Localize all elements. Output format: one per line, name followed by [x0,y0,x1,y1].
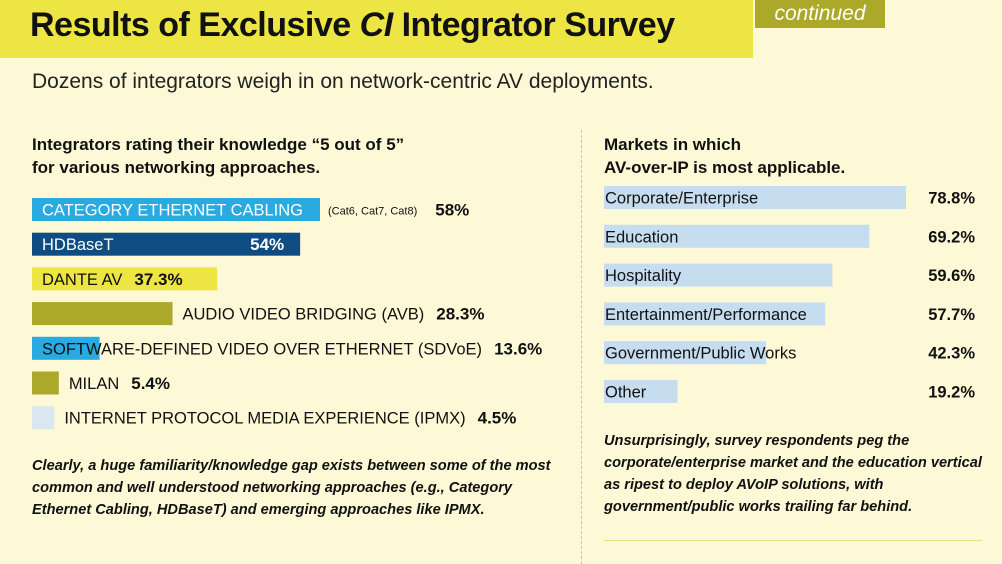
bar-value-label: 4.5% [478,409,517,428]
bar-2 [32,232,301,256]
market-bar-6 [604,380,678,403]
bar-value-label: 28.3% [436,305,484,324]
bar-6 [32,371,59,395]
market-category-label: Hospitality [605,267,682,285]
market-bar-2 [604,224,870,248]
market-bar-1 [604,186,906,209]
market-value-label: 42.3% [928,345,975,363]
market-bar-5 [604,341,767,365]
bar-value-label: 5.4% [131,374,170,393]
left-panel-title: Integrators rating their knowledge “5 ou… [32,135,405,177]
column-divider [581,130,582,564]
market-value-label: 57.7% [928,306,975,324]
bar-category-label: MILAN [69,375,119,393]
bar-note: (Cat6, Cat7, Cat8) [328,206,417,218]
bar-value-label: 54% [250,235,284,254]
right-panel-note: Unsurprisingly, survey respondents peg t… [604,433,982,515]
market-bar-4 [604,302,826,326]
bottom-rule [604,540,982,541]
bar-category-label: DANTE AV [42,271,122,289]
bar-value-label: 58% [435,201,469,220]
bar-category-label: SOFTWARE-DEFINED VIDEO OVER ETHERNET (SD… [42,340,482,358]
market-value-label: 69.2% [928,228,975,246]
bar-category-label: HDBaseT [42,236,114,254]
bar-5 [32,336,100,360]
left-panel-note: Clearly, a huge familiarity/knowledge ga… [32,458,551,518]
page-subtitle: Dozens of integrators weigh in on networ… [32,70,654,93]
page-title: Results of Exclusive CI Integrator Surve… [30,6,675,44]
market-value-label: 78.8% [928,190,975,208]
bar-category-label: CATEGORY ETHERNET CABLING [42,202,303,220]
right-panel-title: Markets in which AV-over-IP is most appl… [604,135,846,177]
markets-bar-chart: Corporate/Enterprise 78.8% Education 69.2% H… [604,186,975,403]
header-banner [0,0,753,58]
market-category-label: Corporate/Enterprise [605,190,758,208]
market-category-label: Entertainment/Performance [605,306,807,324]
market-category-label: Other [605,384,647,402]
bar-category-label: INTERNET PROTOCOL MEDIA EXPERIENCE (IPMX… [64,410,465,428]
market-bar-3 [604,263,833,287]
bar-value-label: 13.6% [494,339,542,358]
market-category-label: Government/Public Works [605,345,796,363]
market-value-label: 59.6% [928,267,975,285]
bar-7 [32,406,55,430]
continued-tag: continued [755,0,885,28]
market-category-label: Education [605,228,678,246]
market-value-label: 19.2% [928,384,975,402]
bar-category-label: AUDIO VIDEO BRIDGING (AVB) [183,306,425,324]
bar-3 [32,267,218,291]
bar-value-label: 37.3% [134,270,182,289]
knowledge-bar-chart: CATEGORY ETHERNET CABLING (Cat6, Cat7, Ca… [32,198,542,430]
bar-1 [32,198,320,221]
bar-4 [32,302,173,326]
